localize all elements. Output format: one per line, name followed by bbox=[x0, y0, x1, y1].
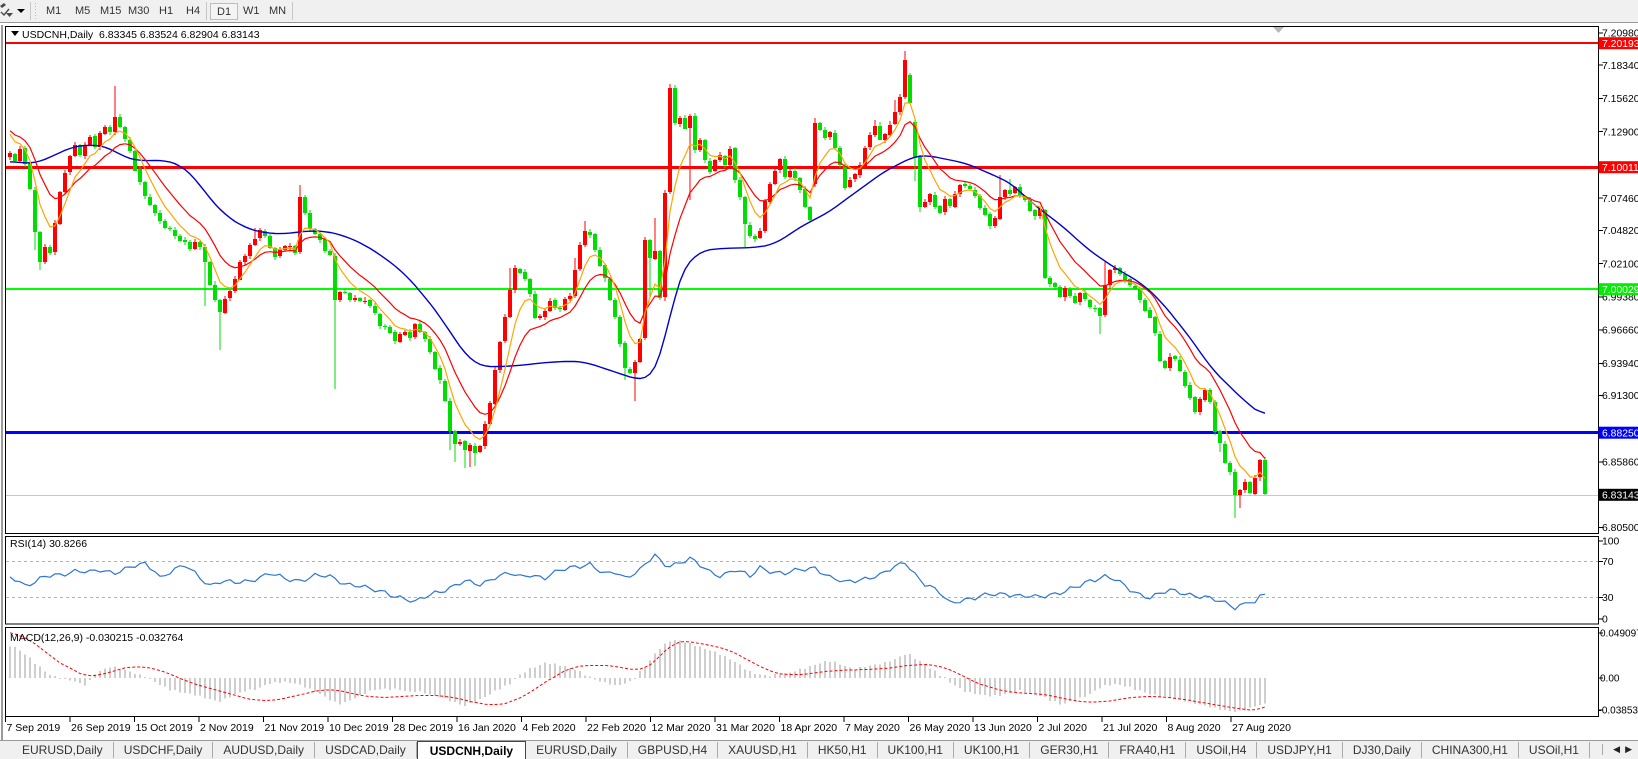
svg-text:6.96660: 6.96660 bbox=[1602, 326, 1638, 337]
svg-text:12 Mar 2020: 12 Mar 2020 bbox=[652, 722, 711, 734]
svg-text:15 Oct 2019: 15 Oct 2019 bbox=[136, 722, 193, 734]
svg-text:6.99380: 6.99380 bbox=[1602, 293, 1638, 304]
svg-text:6.83143: 6.83143 bbox=[1602, 491, 1638, 502]
svg-text:6.85860: 6.85860 bbox=[1602, 458, 1638, 469]
svg-text:7.20980: 7.20980 bbox=[1602, 29, 1638, 40]
svg-text:31 Mar 2020: 31 Mar 2020 bbox=[716, 722, 775, 734]
svg-text:4 Feb 2020: 4 Feb 2020 bbox=[523, 722, 576, 734]
svg-text:7 Sep 2019: 7 Sep 2019 bbox=[7, 722, 61, 734]
svg-text:13 Jun 2020: 13 Jun 2020 bbox=[974, 722, 1032, 734]
svg-text:7.04820: 7.04820 bbox=[1602, 226, 1638, 237]
svg-text:0: 0 bbox=[1602, 615, 1608, 626]
svg-text:MACD(12,26,9) -0.030215 -0.032: MACD(12,26,9) -0.030215 -0.032764 bbox=[10, 632, 184, 644]
svg-text:-0.03853: -0.03853 bbox=[1599, 706, 1638, 717]
svg-text:2 Nov 2019: 2 Nov 2019 bbox=[200, 722, 254, 734]
svg-text:7.12900: 7.12900 bbox=[1602, 127, 1638, 138]
svg-text:6.93940: 6.93940 bbox=[1602, 359, 1638, 370]
svg-text:6.91300: 6.91300 bbox=[1602, 391, 1638, 402]
svg-text:21 Nov 2019: 21 Nov 2019 bbox=[265, 722, 325, 734]
svg-text:7.20193: 7.20193 bbox=[1602, 39, 1638, 50]
svg-text:27 Aug 2020: 27 Aug 2020 bbox=[1232, 722, 1291, 734]
svg-text:RSI(14) 30.8266: RSI(14) 30.8266 bbox=[10, 538, 87, 550]
svg-text:7.07460: 7.07460 bbox=[1602, 194, 1638, 205]
svg-text:21 Jul 2020: 21 Jul 2020 bbox=[1103, 722, 1157, 734]
svg-text:7 May 2020: 7 May 2020 bbox=[845, 722, 900, 734]
svg-text:7.18340: 7.18340 bbox=[1602, 61, 1638, 72]
svg-text:30: 30 bbox=[1602, 593, 1614, 604]
svg-text:70: 70 bbox=[1602, 557, 1614, 568]
svg-text:7.02100: 7.02100 bbox=[1602, 259, 1638, 270]
svg-text:26 Sep 2019: 26 Sep 2019 bbox=[71, 722, 131, 734]
svg-text:0.00: 0.00 bbox=[1600, 674, 1620, 685]
svg-text:18 Apr 2020: 18 Apr 2020 bbox=[781, 722, 838, 734]
svg-text:7.00029: 7.00029 bbox=[1602, 285, 1638, 296]
svg-text:22 Feb 2020: 22 Feb 2020 bbox=[587, 722, 646, 734]
svg-text:7.15620: 7.15620 bbox=[1602, 94, 1638, 105]
svg-text:USDCNH,Daily 6.83345 6.83524: USDCNH,Daily 6.83345 6.83524 6.82904 6.8… bbox=[22, 29, 260, 41]
svg-text:2 Jul 2020: 2 Jul 2020 bbox=[1039, 722, 1088, 734]
svg-text:10 Dec 2019: 10 Dec 2019 bbox=[329, 722, 389, 734]
svg-text:0.049097: 0.049097 bbox=[1600, 629, 1638, 640]
svg-text:6.80500: 6.80500 bbox=[1602, 523, 1638, 534]
svg-text:26 May 2020: 26 May 2020 bbox=[910, 722, 971, 734]
svg-text:100: 100 bbox=[1602, 537, 1620, 548]
svg-text:28 Dec 2019: 28 Dec 2019 bbox=[394, 722, 454, 734]
svg-text:7.10011: 7.10011 bbox=[1602, 163, 1638, 174]
svg-text:6.88250: 6.88250 bbox=[1602, 428, 1638, 439]
svg-text:16 Jan 2020: 16 Jan 2020 bbox=[458, 722, 516, 734]
svg-text:8 Aug 2020: 8 Aug 2020 bbox=[1168, 722, 1221, 734]
